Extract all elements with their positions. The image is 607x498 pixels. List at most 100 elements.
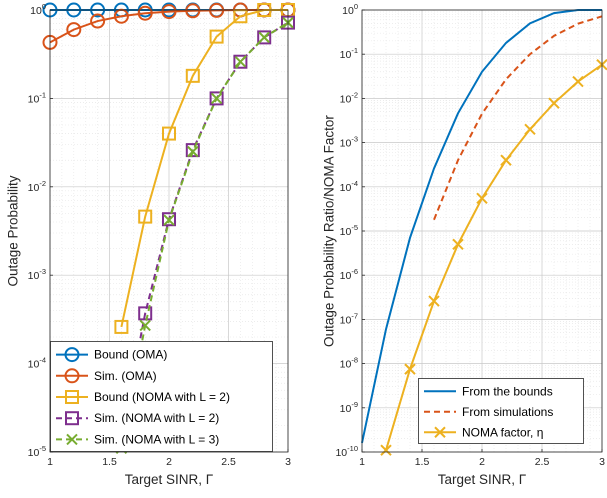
data-point: [234, 56, 247, 68]
y-tick-label: 10-4: [28, 356, 46, 371]
data-point: [258, 31, 270, 44]
ticks: 1 1.5 2 2.5 310010-110-210-310-410-510-610-7…: [335, 2, 605, 468]
series-2: [380, 58, 607, 456]
series-line: [120, 9, 288, 328]
legend-entry: Sim. (OMA): [56, 368, 157, 384]
legend: Bound (OMA) Sim. (OMA) Bound (NOMA with L …: [50, 341, 273, 452]
data-point: [114, 319, 129, 334]
x-axis-label: Target SINR, Γ: [438, 472, 527, 487]
series-0: [361, 9, 602, 444]
outage-ratio-panel: 1 1.5 2 2.5 310010-110-210-310-410-510-610-7…: [322, 2, 607, 487]
y-axis-label: Outage Probability: [6, 175, 21, 286]
data-point: [66, 22, 82, 38]
tick-base: 10: [340, 226, 352, 238]
y-tick-label: 10-6: [340, 267, 358, 282]
legend-marker: [64, 368, 80, 384]
y-tick-label: 10-3: [340, 135, 358, 150]
data-point: [185, 3, 201, 19]
data-point: [380, 444, 392, 456]
tick-base: 10: [28, 447, 40, 459]
legend-label: Sim. (NOMA with L = 2): [94, 411, 219, 425]
series-line: [385, 63, 603, 451]
data-point: [138, 209, 153, 224]
tick-exponent: -1: [351, 46, 358, 55]
data-point: [452, 238, 464, 251]
legend-label: From simulations: [462, 405, 553, 419]
legend-marker: [65, 390, 79, 404]
tick-exponent: -5: [351, 223, 358, 232]
data-point: [524, 123, 536, 136]
y-tick-label: 10-8: [340, 356, 358, 371]
x-tick-label: 2: [479, 456, 485, 468]
series-line: [120, 21, 289, 449]
tick-exponent: -5: [39, 444, 46, 453]
data-point: [161, 4, 177, 20]
tick-base: 10: [340, 49, 352, 61]
tick-base: 10: [340, 270, 352, 282]
y-tick-label: 10-9: [340, 400, 358, 415]
y-tick-label: 10-2: [340, 90, 358, 105]
tick-base: 10: [28, 270, 40, 282]
tick-exponent: -9: [351, 400, 358, 409]
x-tick-label: 3: [599, 456, 605, 468]
tick-exponent: -8: [351, 356, 358, 365]
data-point: [476, 192, 488, 204]
legend-label: Bound (NOMA with L = 2): [94, 390, 230, 404]
y-tick-label: 10-10: [335, 444, 358, 459]
y-tick-label: 100: [342, 2, 358, 17]
y-tick-label: 10-2: [28, 179, 46, 194]
series-layer: [361, 9, 607, 456]
y-axis-label: Outage Probability Ratio/NOMA Factor: [322, 115, 337, 347]
y-tick-label: 10-1: [28, 90, 46, 105]
tick-exponent: -3: [39, 267, 46, 276]
tick-base: 10: [340, 403, 352, 415]
legend-entry: From simulations: [424, 405, 553, 419]
tick-exponent: 0: [354, 2, 358, 11]
y-tick-label: 10-5: [28, 444, 46, 459]
tick-base: 10: [30, 5, 42, 17]
legend-entry: Sim. (NOMA with L = 3): [56, 432, 219, 446]
legend-label: Sim. (NOMA with L = 3): [94, 432, 219, 446]
data-point: [185, 68, 200, 83]
x-tick-label: 2.5: [535, 456, 550, 468]
data-point: [404, 363, 416, 375]
tick-exponent: -6: [351, 267, 358, 276]
x-tick-label: 1: [359, 456, 365, 468]
tick-exponent: -7: [351, 311, 358, 320]
legend-entry: Bound (OMA): [56, 347, 167, 363]
legend-entry: NOMA factor, η: [424, 425, 543, 439]
tick-base: 10: [340, 314, 352, 326]
data-point: [233, 54, 248, 69]
legend-entry: From the bounds: [424, 384, 553, 398]
tick-exponent: -4: [39, 356, 46, 365]
gridlines: [361, 9, 603, 453]
legend-entry: Bound (NOMA with L = 2): [56, 390, 230, 404]
x-tick-label: 1.5: [102, 456, 117, 468]
data-point: [209, 29, 224, 44]
data-point: [185, 143, 200, 158]
data-point: [548, 97, 560, 109]
x-tick-label: 3: [285, 456, 291, 468]
y-tick-label: 10-5: [340, 223, 358, 238]
series-line: [361, 9, 602, 444]
data-point: [90, 13, 106, 29]
tick-base: 10: [340, 138, 352, 150]
tick-exponent: -2: [39, 179, 46, 188]
legend-marker: [64, 347, 80, 363]
legend-label: NOMA factor, η: [462, 425, 543, 439]
data-point: [187, 145, 199, 158]
legend-marker: [66, 433, 78, 446]
tick-base: 10: [340, 182, 352, 194]
x-axis-label: Target SINR, Γ: [125, 472, 214, 487]
data-point: [572, 75, 584, 88]
series-1: [433, 15, 603, 221]
tick-base: 10: [28, 182, 40, 194]
tick-exponent: -10: [347, 444, 358, 453]
data-point: [162, 126, 176, 141]
data-point: [137, 5, 153, 21]
tick-base: 10: [28, 93, 40, 105]
data-point: [138, 306, 153, 321]
legend-label: From the bounds: [462, 384, 553, 398]
legend-entry: Sim. (NOMA with L = 2): [56, 411, 219, 426]
